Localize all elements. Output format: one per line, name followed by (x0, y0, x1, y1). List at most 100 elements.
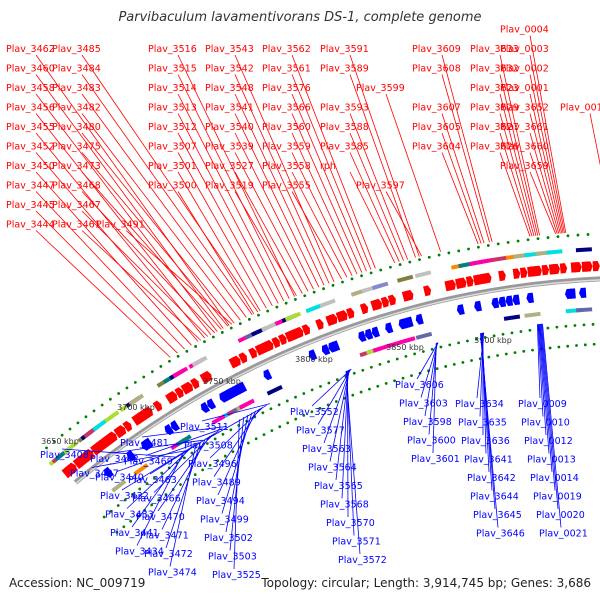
forward-gene-label: Plav_3623 (470, 83, 519, 94)
forward-label-leader (291, 132, 358, 275)
cog-category-box (319, 298, 336, 308)
forward-gene-label: Plav_0001 (500, 83, 549, 94)
reverse-label-leader (341, 370, 349, 499)
marker-dot (510, 331, 514, 335)
marker-dot (286, 421, 290, 425)
forward-gene-label: Plav_3473 (52, 161, 101, 172)
reverse-gene-arrow (126, 449, 137, 461)
marker-dot (150, 503, 154, 507)
reverse-label-leader (424, 342, 438, 417)
reverse-gene-arrow (385, 322, 394, 334)
cog-category-box (62, 441, 78, 455)
forward-gene-label: Plav_3661 (500, 122, 549, 133)
cog-category-box (576, 307, 593, 313)
reverse-gene-label: Plav_0021 (539, 529, 588, 540)
forward-label-leader (177, 54, 295, 297)
reverse-gene-arrow (498, 296, 507, 308)
scale-label: 3800 kbp (295, 355, 333, 364)
forward-gene-label: Plav_3467 (52, 200, 101, 211)
forward-gene-label: Plav_3462 (6, 44, 55, 55)
marker-dot (220, 331, 224, 334)
forward-gene-arrow (387, 294, 396, 306)
reverse-gene-label: Plav_3635 (458, 418, 507, 429)
cog-category-box (104, 410, 120, 423)
forward-label-leader (499, 113, 535, 237)
cog-category-box (284, 311, 302, 322)
forward-label-leader (81, 113, 241, 321)
forward-gene-arrow (152, 400, 163, 412)
forward-label-leader (35, 132, 205, 339)
marker-dot (448, 343, 452, 347)
marker-dot (447, 251, 451, 255)
reverse-label-leader (149, 430, 219, 475)
forward-gene-label: Plav_3541 (205, 103, 254, 114)
marker-dot (152, 476, 156, 480)
marker-dot (76, 421, 80, 425)
forward-gene-arrow (552, 263, 560, 275)
marker-dot (352, 371, 356, 375)
marker-dot (430, 347, 434, 351)
reverse-gene-arrow (526, 292, 534, 304)
reverse-gene-label: Plav_3496 (188, 459, 237, 470)
marker-dot (45, 446, 48, 450)
forward-label-leader (234, 132, 314, 290)
reverse-label-leader (345, 370, 361, 555)
reverse-gene-arrow (505, 295, 514, 307)
forward-gene-label: Plav_3483 (52, 83, 101, 94)
marker-dot (477, 245, 480, 249)
marker-dot (474, 337, 478, 341)
reverse-gene-arrow (322, 344, 331, 356)
marker-dot (115, 530, 119, 534)
marker-dot (229, 428, 233, 432)
forward-gene-arrow (238, 352, 248, 364)
reverse-label-leader (116, 442, 200, 472)
forward-gene-arrow (373, 298, 382, 310)
marker-dot (310, 410, 314, 414)
forward-gene-arrow (534, 265, 542, 277)
cog-category-box (191, 355, 208, 368)
cog-category-box (415, 331, 433, 340)
marker-dot (190, 451, 194, 455)
marker-dot (492, 334, 496, 338)
reverse-gene-label: Plav_3600 (407, 436, 456, 447)
forward-gene-label: Plav_3461 (52, 220, 101, 231)
marker-dot (331, 283, 335, 287)
marker-dot (322, 287, 325, 291)
forward-gene-label: Plav_3609 (412, 44, 461, 55)
marker-dot (387, 360, 390, 364)
reverse-gene-label: Plav_3481 (120, 438, 169, 449)
scale-label: 3900 kbp (474, 336, 512, 345)
reverse-gene-label: Plav_3471 (140, 531, 189, 542)
marker-dot (160, 471, 164, 475)
forward-gene-label: Plav_3519 (205, 181, 254, 192)
marker-dot (179, 483, 182, 486)
reverse-label-leader (153, 433, 215, 493)
marker-dot (122, 525, 126, 529)
forward-gene-arrow (183, 381, 194, 393)
marker-dot (318, 406, 322, 410)
forward-gene-label: Plav_3482 (52, 103, 101, 114)
marker-dot (275, 305, 279, 309)
marker-dot (457, 249, 461, 253)
forward-gene-arrow (405, 289, 414, 301)
reverse-gene-label: Plav_3441 (110, 528, 159, 539)
reverse-label-leader (165, 441, 202, 549)
marker-dot (238, 322, 242, 325)
marker-dot (506, 241, 510, 244)
reverse-label-leader (121, 444, 196, 491)
marker-dot (223, 454, 227, 458)
forward-label-leader (35, 54, 230, 326)
reverse-gene-label: Plav_3503 (208, 552, 257, 563)
marker-dot (221, 432, 225, 436)
marker-dot (142, 375, 146, 379)
reverse-label-leader (541, 323, 559, 510)
forward-label-leader (234, 152, 309, 292)
reverse-label-leader (537, 324, 544, 417)
forward-gene-label: Plav_3627 (470, 122, 519, 133)
cog-category-box (305, 303, 322, 314)
forward-label-leader (529, 93, 563, 234)
marker-dot (437, 253, 441, 257)
marker-dot (341, 280, 344, 284)
forward-label-leader (499, 74, 539, 236)
forward-label-leader (291, 171, 348, 278)
